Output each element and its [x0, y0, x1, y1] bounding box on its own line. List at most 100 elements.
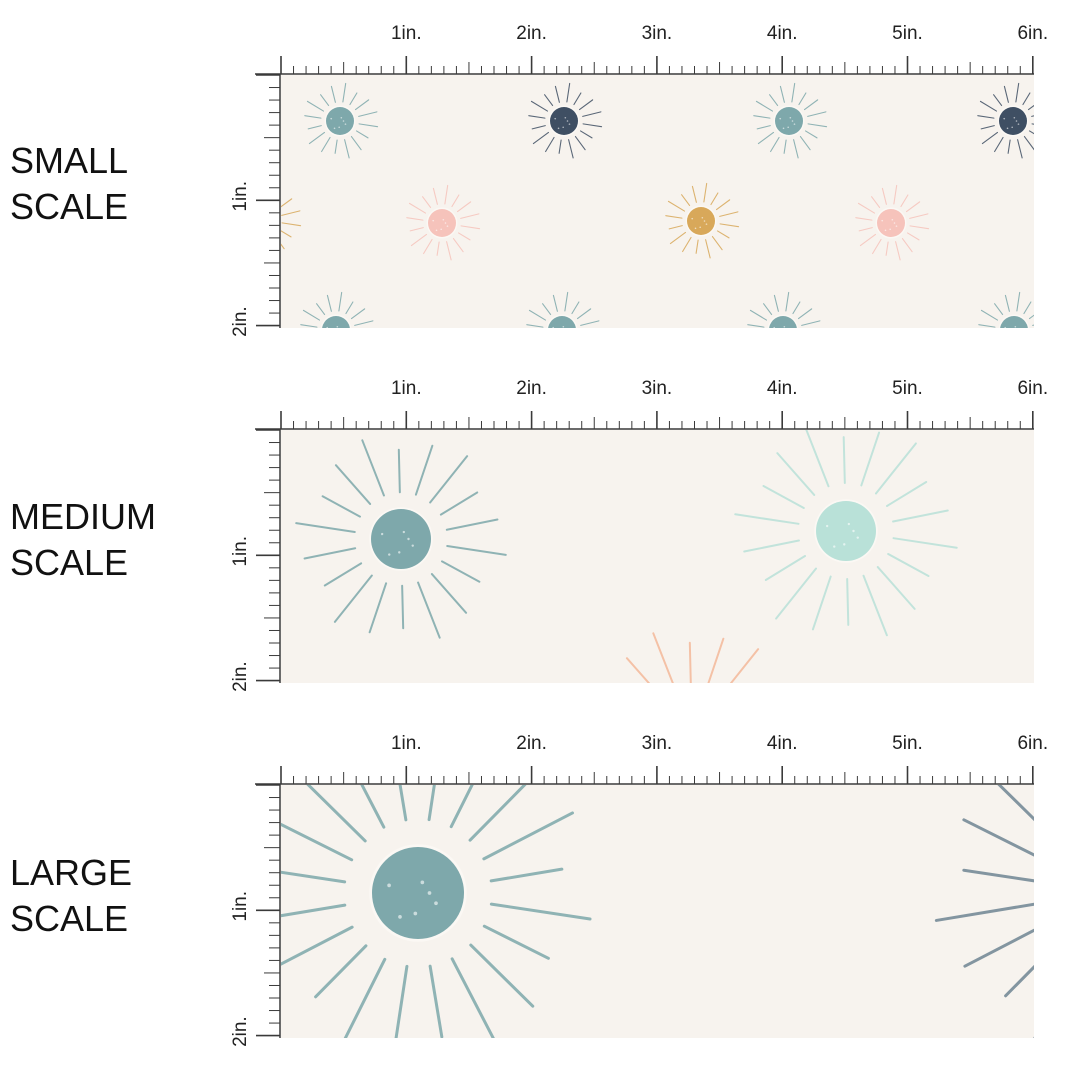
sun-ray	[695, 239, 699, 254]
sun-ray	[345, 301, 354, 315]
sun-ray	[994, 136, 1004, 153]
sun-speckle	[334, 335, 336, 337]
sun-ray	[1003, 85, 1009, 103]
sun-speckle	[891, 218, 894, 221]
sun-ray	[800, 340, 812, 347]
small-sun	[977, 82, 1034, 159]
sun-ray	[791, 82, 796, 103]
scale-label-line1: LARGE	[10, 852, 133, 893]
sun-ray	[859, 233, 877, 247]
fabric-pattern	[245, 82, 1034, 362]
sun-ray	[858, 227, 873, 232]
sun-ray	[295, 522, 356, 534]
sun-speckle	[1017, 123, 1020, 125]
sun-ray	[901, 237, 913, 253]
sun-speckle	[336, 325, 339, 328]
small-sun	[528, 82, 603, 159]
medium-scale-panel: 1in. 2in. 3in. 4in. 5in. 6in. 1in. 2in.	[230, 378, 1048, 723]
ruler-label-top: 3in.	[642, 733, 673, 754]
sun-ray	[330, 85, 336, 103]
sun-ray	[799, 135, 811, 151]
sun-speckle	[833, 545, 836, 548]
sun-speckle	[434, 901, 438, 906]
sun-ray	[531, 341, 546, 352]
sun-ray	[528, 309, 547, 321]
sun-speckle	[342, 120, 345, 122]
sun-ray	[531, 125, 546, 130]
sun-speckle	[420, 880, 425, 885]
sun-speckle	[344, 123, 347, 125]
sun-ray	[331, 349, 333, 362]
sun-ray	[906, 232, 920, 241]
sun-speckle	[398, 551, 401, 554]
small-sun	[753, 82, 828, 159]
sun-ray	[765, 347, 773, 361]
sun-ray	[994, 303, 1004, 316]
sun-ray	[316, 303, 326, 316]
sun-speckle	[413, 911, 418, 916]
sun-speckle	[786, 329, 788, 331]
sun-disc	[999, 107, 1027, 135]
sun-ray	[349, 92, 358, 106]
sun-ray	[347, 346, 357, 359]
sun-ray	[582, 111, 602, 117]
sun-ray	[691, 185, 697, 203]
sun-ray	[273, 192, 280, 204]
sun-ray	[354, 99, 370, 111]
sun-ray	[554, 85, 560, 103]
sun-speckle	[261, 225, 263, 227]
sun-halo	[248, 205, 279, 236]
sun-speckle	[257, 226, 259, 228]
sun-speckle	[562, 126, 564, 129]
sun-ray	[738, 713, 789, 723]
large-sun	[281, 785, 592, 1038]
sun-ray	[558, 139, 562, 154]
sun-ray	[665, 215, 683, 219]
sun-ray	[368, 582, 388, 634]
sun-ray	[245, 237, 253, 251]
sun-disc	[769, 316, 797, 328]
sun-ray	[258, 239, 260, 252]
sun-ray	[281, 230, 292, 238]
sun-ray	[764, 555, 806, 581]
sun-ray	[1028, 130, 1034, 135]
medium-sun	[734, 430, 958, 637]
sun-ray	[307, 125, 322, 130]
sun-ray	[342, 82, 347, 103]
sun-ray	[281, 925, 354, 966]
sun-ray	[769, 94, 779, 107]
sun-speckle	[701, 216, 704, 219]
ruler-label-side: 2in.	[230, 1016, 251, 1047]
sun-speckle	[1012, 335, 1014, 337]
sun-speckle	[402, 530, 406, 534]
sun-ray	[530, 100, 549, 112]
sun-ray	[993, 94, 1003, 107]
sun-speckle	[427, 891, 432, 895]
sun-ray	[753, 115, 771, 119]
sun-ray	[303, 547, 357, 560]
sun-ray	[409, 227, 424, 232]
sun-speckle	[781, 335, 783, 337]
sun-disc	[428, 209, 456, 237]
sun-ray	[669, 231, 687, 245]
sun-ray	[979, 100, 998, 112]
sun-ray	[977, 115, 995, 119]
small-sun	[978, 291, 1034, 337]
small-sun	[665, 182, 740, 259]
sun-halo	[1059, 843, 1080, 941]
sun-ray	[446, 241, 452, 261]
sun-ray	[457, 232, 471, 241]
sun-ray	[568, 139, 574, 159]
sun-ray	[323, 562, 363, 587]
sun-ray	[705, 239, 711, 259]
sun-ray	[886, 481, 928, 507]
small-sun	[300, 291, 374, 362]
sun-speckle	[789, 116, 792, 119]
sun-speckle	[777, 336, 779, 338]
sun-ray	[422, 196, 432, 209]
sun-ray	[354, 320, 374, 326]
sun-ray	[792, 301, 801, 315]
sun-ray	[308, 131, 326, 145]
sun-ray	[456, 201, 472, 213]
sun-ray	[855, 217, 873, 221]
